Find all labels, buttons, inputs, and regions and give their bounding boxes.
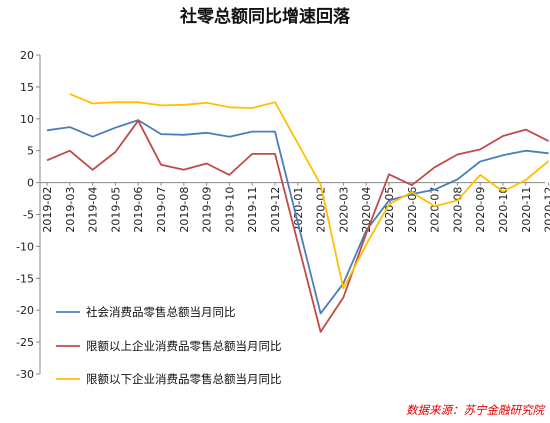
series-lines bbox=[46, 93, 550, 333]
x-tick-label: 2020-12 bbox=[543, 187, 550, 233]
legend: 社会消费品零售总额当月同比限额以上企业消费品零售总额当月同比限额以下企业消费品零… bbox=[56, 305, 282, 386]
y-tick-label: 10 bbox=[20, 113, 34, 126]
legend-label-2: 限额以上企业消费品零售总额当月同比 bbox=[86, 339, 282, 353]
y-tick-label: -5 bbox=[23, 209, 34, 222]
x-tick-label: 2019-06 bbox=[132, 187, 145, 233]
y-tick-label: 5 bbox=[27, 145, 34, 158]
x-tick-label: 2019-05 bbox=[109, 187, 122, 233]
legend-label-1: 社会消费品零售总额当月同比 bbox=[86, 305, 236, 319]
y-tick-label: 15 bbox=[20, 81, 34, 94]
y-tick-label: -30 bbox=[16, 368, 34, 381]
x-tick-label: 2020-11 bbox=[520, 187, 533, 233]
x-tick-label: 2019-07 bbox=[155, 187, 168, 233]
x-tick-label: 2020-09 bbox=[474, 187, 487, 233]
y-tick-label: -15 bbox=[16, 272, 34, 285]
x-tick-label: 2019-04 bbox=[87, 187, 100, 233]
x-tick-label: 2019-03 bbox=[64, 187, 77, 233]
series-line-3 bbox=[69, 93, 550, 290]
series-line-2 bbox=[46, 119, 550, 333]
x-tick-label: 2020-04 bbox=[360, 187, 373, 233]
x-tick-label: 2020-05 bbox=[383, 187, 396, 233]
x-tick-label: 2020-08 bbox=[451, 187, 464, 233]
x-tick-label: 2019-09 bbox=[201, 187, 214, 233]
x-tick-label: 2019-12 bbox=[269, 187, 282, 233]
series-line-1 bbox=[46, 119, 549, 315]
x-tick-label: 2020-03 bbox=[337, 187, 350, 233]
data-source: 数据来源：苏宁金融研究院 bbox=[406, 403, 545, 417]
x-tick-label: 2020-01 bbox=[292, 187, 305, 233]
x-tick-label: 2019-08 bbox=[178, 187, 191, 233]
x-tick-label: 2019-11 bbox=[246, 187, 259, 233]
chart-title: 社零总额同比增速回落 bbox=[179, 6, 351, 27]
legend-label-3: 限额以下企业消费品零售总额当月同比 bbox=[86, 372, 282, 386]
x-tick-label: 2020-07 bbox=[429, 187, 442, 233]
x-tick-label: 2020-10 bbox=[497, 187, 510, 233]
y-tick-label: -20 bbox=[16, 304, 34, 317]
x-tick-label: 2019-02 bbox=[41, 187, 54, 233]
y-tick-label: -25 bbox=[16, 336, 34, 349]
x-tick-label: 2020-06 bbox=[406, 187, 419, 233]
x-tick-label: 2019-10 bbox=[223, 187, 236, 233]
axes: 20 15 10 5 0 -5 -10 -15 -20 -25 -30 2019-02 2019-03 2… bbox=[16, 49, 550, 381]
y-tick-label: 20 bbox=[20, 49, 34, 62]
y-tick-label: -10 bbox=[16, 240, 34, 253]
y-tick-label: 0 bbox=[27, 177, 34, 190]
